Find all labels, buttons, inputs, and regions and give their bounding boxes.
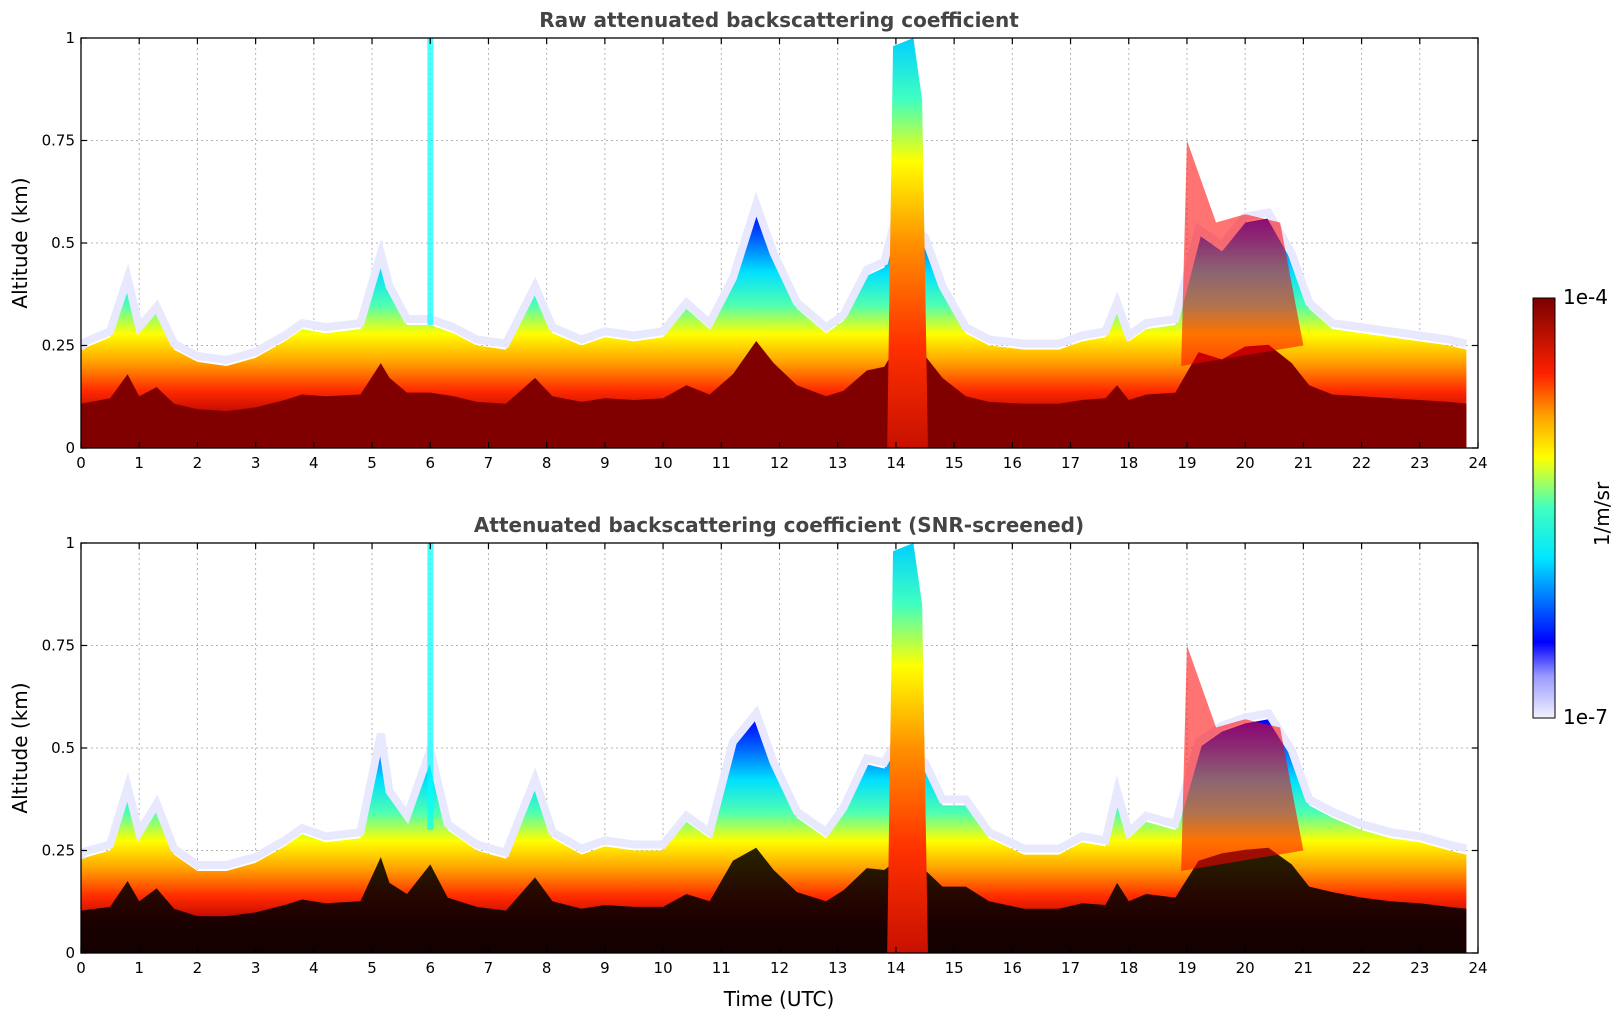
panel-title: Raw attenuated backscattering coefficien… <box>539 8 1019 32</box>
x-tick-label: 20 <box>1236 454 1255 472</box>
x-tick-label: 22 <box>1352 959 1371 977</box>
x-tick-label: 13 <box>828 454 847 472</box>
x-tick-label: 8 <box>542 454 552 472</box>
x-tick-label: 13 <box>828 959 847 977</box>
x-tick-label: 17 <box>1061 959 1080 977</box>
y-axis-ticks: 0 0.25 0.5 0.75 1 <box>42 534 1478 962</box>
backscatter-heatmap <box>81 543 1468 953</box>
x-tick-label: 15 <box>945 454 964 472</box>
x-tick-label: 2 <box>193 454 203 472</box>
x-tick-label: 10 <box>654 454 673 472</box>
x-tick-label: 14 <box>886 959 905 977</box>
boundary-layer-band <box>81 210 1467 448</box>
y-axis-label: Altitude (km) <box>8 177 32 308</box>
colorbar-max-label: 1e-4 <box>1563 285 1608 309</box>
x-tick-label: 11 <box>712 959 731 977</box>
x-tick-label: 12 <box>770 454 789 472</box>
x-tick-label: 23 <box>1410 454 1429 472</box>
x-tick-label: 12 <box>770 959 789 977</box>
x-tick-label: 1 <box>134 959 144 977</box>
colorbar-scale <box>1532 297 1556 719</box>
elevated-aerosol-plume <box>1181 140 1304 366</box>
x-axis-ticks: 0 1 2 3 4 5 6 7 8 9 10 11 12 13 14 15 16 17 18 19 20 21 22 23 24 <box>76 543 1488 977</box>
x-tick-label: 0 <box>76 454 86 472</box>
y-tick-label: 0.25 <box>42 337 75 355</box>
x-tick-label: 18 <box>1119 959 1138 977</box>
y-tick-label: 1 <box>65 534 75 552</box>
raw-backscatter-panel: Raw attenuated backscattering coefficien… <box>8 8 1488 472</box>
x-tick-label: 15 <box>945 959 964 977</box>
x-tick-label: 10 <box>654 959 673 977</box>
y-tick-label: 0.75 <box>42 132 75 150</box>
thin-column <box>427 38 434 325</box>
x-tick-label: 7 <box>484 959 494 977</box>
x-tick-label: 3 <box>251 959 261 977</box>
y-tick-label: 0.5 <box>51 234 75 252</box>
x-tick-label: 2 <box>193 959 203 977</box>
y-tick-label: 0.5 <box>51 739 75 757</box>
x-tick-label: 5 <box>367 454 377 472</box>
backscatter-heatmap <box>81 38 1468 448</box>
dense-core <box>81 341 1467 448</box>
colorbar-min-label: 1e-7 <box>1563 705 1608 729</box>
x-tick-label: 9 <box>600 959 610 977</box>
y-tick-label: 0.75 <box>42 637 75 655</box>
x-tick-label: 17 <box>1061 454 1080 472</box>
x-axis-label: Time (UTC) <box>723 987 835 1011</box>
convective-plume <box>887 543 928 953</box>
thin-column <box>427 543 434 830</box>
x-tick-label: 11 <box>712 454 731 472</box>
y-tick-label: 0.25 <box>42 842 75 860</box>
x-tick-label: 8 <box>542 959 552 977</box>
elevated-aerosol-plume <box>1181 645 1304 871</box>
x-tick-label: 23 <box>1410 959 1429 977</box>
y-tick-label: 1 <box>65 29 75 47</box>
x-tick-label: 3 <box>251 454 261 472</box>
x-tick-label: 5 <box>367 959 377 977</box>
x-tick-label: 7 <box>484 454 494 472</box>
y-axis-ticks: 0 0.25 0.5 0.75 1 <box>42 29 1478 457</box>
colorbar-unit-label: 1/m/sr <box>1590 481 1614 546</box>
x-tick-label: 14 <box>886 454 905 472</box>
x-tick-label: 22 <box>1352 454 1371 472</box>
snr-screened-backscatter-panel: Attenuated backscattering coefficient (S… <box>8 513 1488 1011</box>
y-tick-label: 0 <box>65 439 75 457</box>
y-tick-label: 0 <box>65 944 75 962</box>
x-tick-label: 4 <box>309 959 319 977</box>
x-tick-label: 6 <box>425 959 435 977</box>
x-tick-label: 20 <box>1236 959 1255 977</box>
x-tick-label: 1 <box>134 454 144 472</box>
convective-plume <box>887 38 928 448</box>
y-axis-label: Altitude (km) <box>8 682 32 813</box>
x-tick-label: 9 <box>600 454 610 472</box>
x-tick-label: 6 <box>425 454 435 472</box>
x-tick-label: 21 <box>1294 454 1313 472</box>
panel-title: Attenuated backscattering coefficient (S… <box>474 513 1084 537</box>
x-tick-label: 16 <box>1003 959 1022 977</box>
screened-core <box>81 847 1467 953</box>
x-tick-label: 0 <box>76 959 86 977</box>
colorbar: 1e-4 1e-7 1/m/sr <box>1532 285 1614 729</box>
x-tick-label: 24 <box>1468 959 1487 977</box>
x-tick-label: 18 <box>1119 454 1138 472</box>
x-tick-label: 24 <box>1468 454 1487 472</box>
x-tick-label: 4 <box>309 454 319 472</box>
x-tick-label: 19 <box>1177 454 1196 472</box>
x-tick-label: 19 <box>1177 959 1196 977</box>
x-tick-label: 16 <box>1003 454 1022 472</box>
x-tick-label: 21 <box>1294 959 1313 977</box>
x-axis-ticks: 0 1 2 3 4 5 6 7 8 9 10 11 12 13 14 15 16 17 18 19 20 21 22 23 24 <box>76 38 1488 472</box>
